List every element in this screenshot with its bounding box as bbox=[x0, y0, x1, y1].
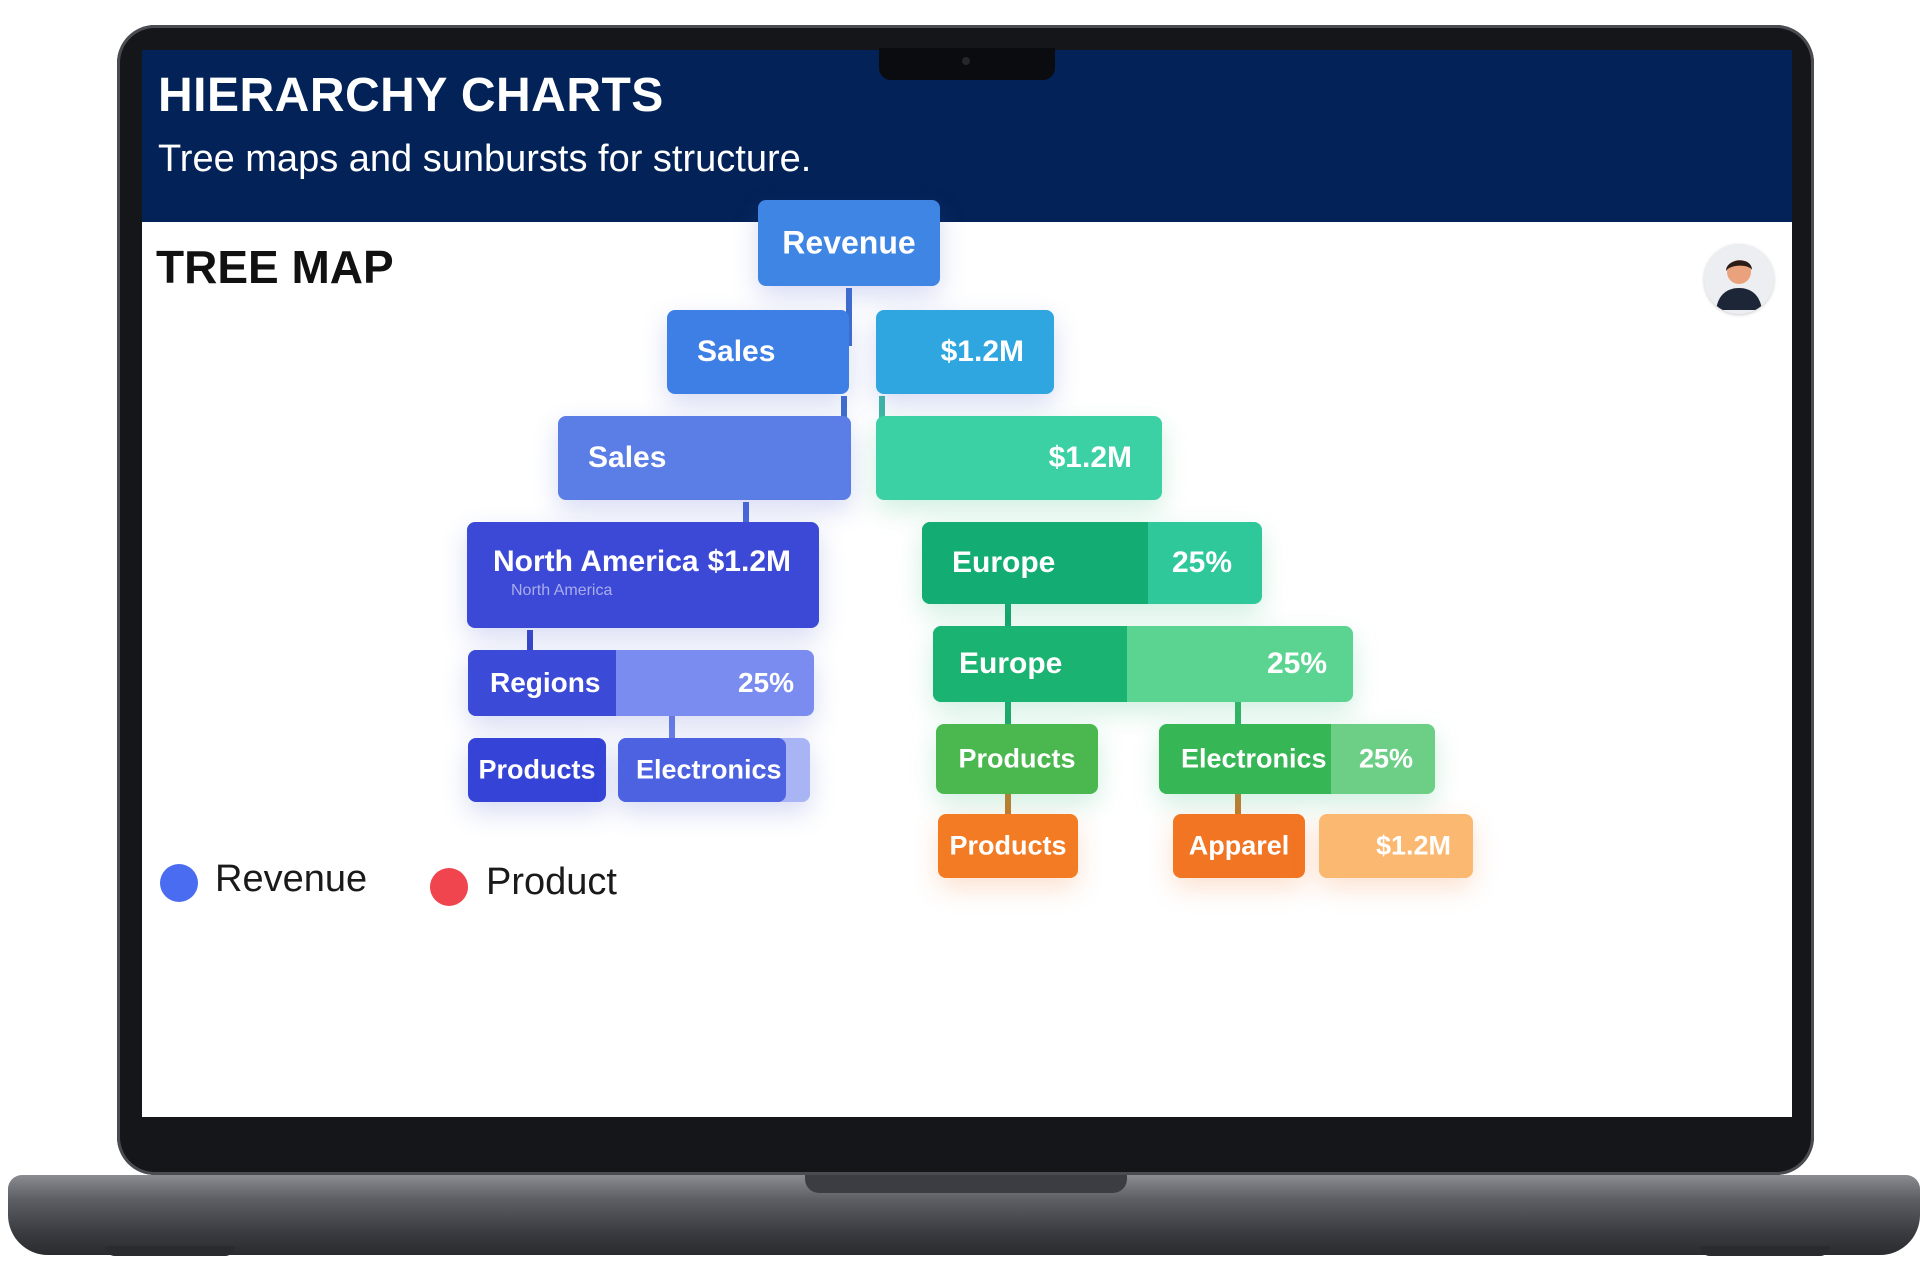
laptop-hinge-groove bbox=[805, 1175, 1127, 1193]
section-title: TREE MAP bbox=[156, 241, 394, 293]
node-regions[interactable]: Regions 25% bbox=[468, 650, 814, 716]
legend-product-swatch bbox=[430, 868, 468, 906]
node-apparel-value[interactable]: $1.2M bbox=[1319, 814, 1473, 878]
laptop-screen: HIERARCHY CHARTS Tree maps and sunbursts… bbox=[142, 50, 1792, 1117]
node-apparel[interactable]: Apparel bbox=[1173, 814, 1305, 878]
node-sales-2[interactable]: Sales bbox=[558, 416, 851, 500]
node-products-orange-label: Products bbox=[949, 830, 1067, 861]
node-electronics-blue-segment bbox=[618, 738, 786, 802]
node-europe-2-segment bbox=[933, 626, 1127, 702]
node-regions-segment bbox=[468, 650, 616, 716]
node-electronics-green-segment bbox=[1159, 724, 1331, 794]
node-europe-2[interactable]: Europe 25% bbox=[933, 626, 1353, 702]
node-electronics-blue-label: Electronics bbox=[636, 754, 782, 785]
node-value-2[interactable]: $1.2M bbox=[876, 416, 1162, 500]
header-banner: HIERARCHY CHARTS Tree maps and sunbursts… bbox=[142, 50, 1792, 222]
node-north-america-value: $1.2M bbox=[707, 545, 791, 578]
node-revenue[interactable]: Revenue bbox=[758, 200, 940, 286]
node-products-green[interactable]: Products bbox=[936, 724, 1098, 794]
node-value-2-label: $1.2M bbox=[1048, 441, 1132, 474]
node-products-blue[interactable]: Products bbox=[468, 738, 606, 802]
node-europe-2-value: 25% bbox=[1266, 647, 1327, 680]
node-sales-1[interactable]: Sales bbox=[667, 310, 849, 394]
page-subtitle: Tree maps and sunbursts for structure. bbox=[158, 138, 812, 180]
user-avatar-icon[interactable] bbox=[1704, 244, 1774, 314]
node-electronics-green[interactable]: Electronics 25% bbox=[1159, 724, 1435, 794]
node-revenue-label: Revenue bbox=[782, 224, 916, 261]
node-europe-2-label: Europe bbox=[959, 647, 1063, 680]
node-products-green-label: Products bbox=[958, 743, 1076, 774]
node-europe-1-label: Europe bbox=[952, 546, 1056, 579]
laptop-foot-left bbox=[105, 1246, 235, 1256]
legend-revenue-swatch bbox=[160, 864, 198, 902]
node-products-orange[interactable]: Products bbox=[938, 814, 1078, 878]
legend-revenue-label: Revenue bbox=[215, 858, 368, 900]
page-title: HIERARCHY CHARTS bbox=[158, 69, 664, 122]
node-north-america[interactable]: North America $1.2M North America bbox=[467, 522, 819, 628]
node-value-1-label: $1.2M bbox=[940, 335, 1024, 368]
laptop-foot-right bbox=[1700, 1246, 1830, 1256]
node-electronics-green-label: Electronics bbox=[1181, 743, 1327, 774]
node-sales-2-label: Sales bbox=[588, 441, 667, 474]
node-north-america-sublabel: North America bbox=[511, 582, 613, 599]
node-europe-1-value: 25% bbox=[1171, 546, 1232, 579]
camera-icon bbox=[962, 57, 970, 65]
node-europe-1[interactable]: Europe 25% bbox=[922, 522, 1262, 604]
node-europe-1-segment bbox=[922, 522, 1148, 604]
node-north-america-label: North America bbox=[493, 545, 699, 578]
node-value-1[interactable]: $1.2M bbox=[876, 310, 1054, 394]
node-regions-value: 25% bbox=[737, 667, 794, 698]
node-electronics-green-value: 25% bbox=[1358, 743, 1413, 774]
legend-product-label: Product bbox=[486, 861, 617, 903]
node-sales-1-label: Sales bbox=[697, 335, 776, 368]
node-apparel-label: Apparel bbox=[1188, 830, 1290, 861]
node-electronics-blue[interactable]: Electronics bbox=[618, 738, 810, 802]
node-apparel-value-label: $1.2M bbox=[1375, 830, 1451, 861]
node-regions-label: Regions bbox=[490, 667, 601, 698]
node-products-blue-label: Products bbox=[478, 754, 596, 785]
